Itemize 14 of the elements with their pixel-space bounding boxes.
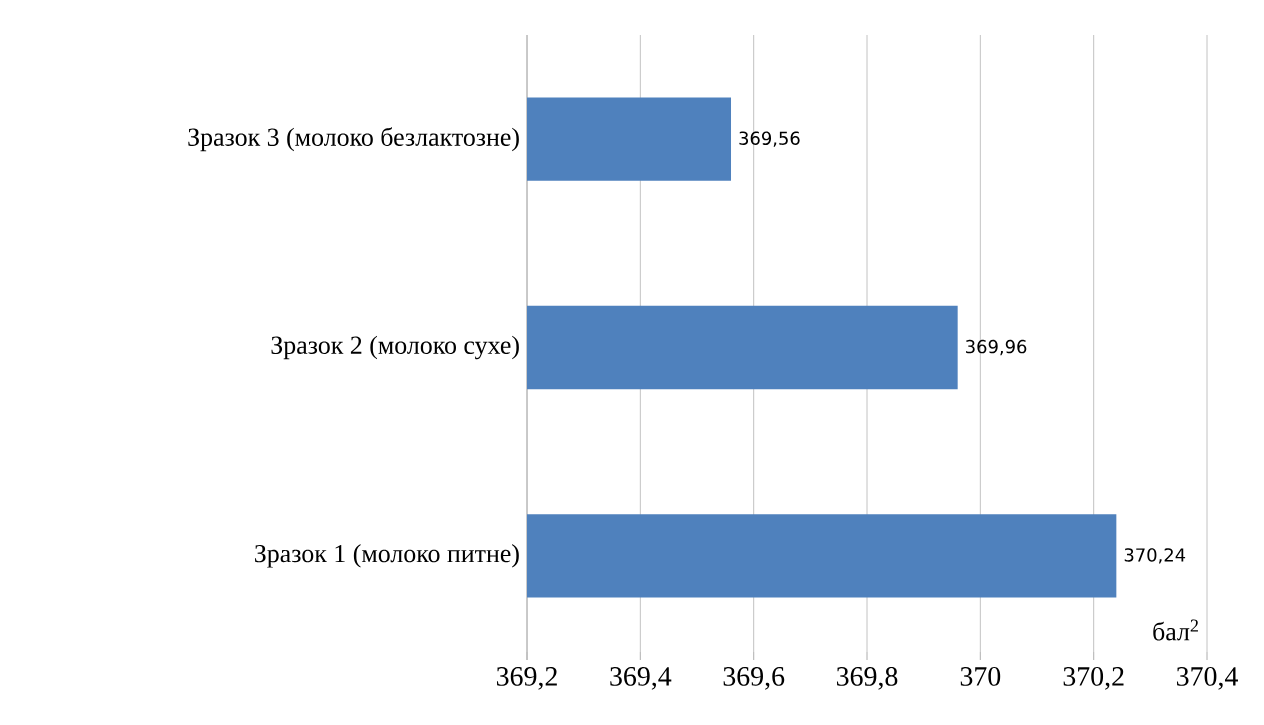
x-tick-label: 370,4: [1176, 667, 1238, 690]
x-tick-label: 369,2: [496, 667, 557, 690]
x-tick-label: 370,2: [1063, 667, 1124, 690]
x-axis-title: бал$^{2}$: [1153, 619, 1198, 641]
x-tick-label: 369,4: [610, 667, 672, 690]
x-tick-label: 370: [960, 667, 1001, 686]
data-label: 369,56: [739, 131, 800, 147]
x-tick-label: 369,6: [723, 667, 785, 690]
x-tick-label: 369,8: [836, 667, 898, 690]
data-label: 370,24: [1124, 548, 1186, 564]
y-tick-label: Зразок 1 (молоко питне): [255, 544, 519, 568]
y-tick-label: Зразок 2 (молоко сухе): [271, 335, 519, 360]
y-tick-label: Зразок 3 (молоко безлактозне): [188, 127, 519, 152]
data-label: 369,96: [966, 339, 1027, 356]
